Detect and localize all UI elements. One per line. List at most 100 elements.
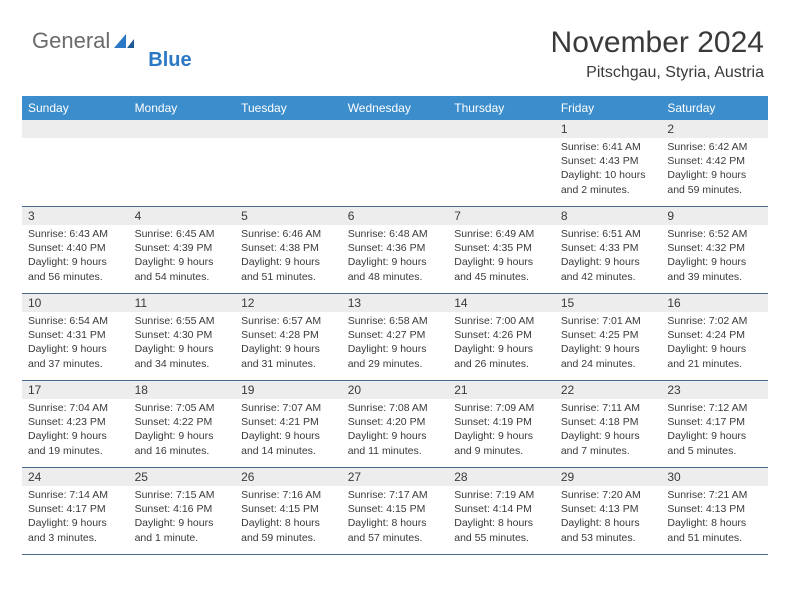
- daynum: 6: [342, 207, 449, 225]
- day-info: Sunrise: 7:11 AMSunset: 4:18 PMDaylight:…: [555, 399, 662, 461]
- daynum: 11: [129, 294, 236, 312]
- daynum-empty: [129, 120, 236, 138]
- day-cell: 20Sunrise: 7:08 AMSunset: 4:20 PMDayligh…: [342, 381, 449, 468]
- daynum: 14: [448, 294, 555, 312]
- day-info: Sunrise: 6:46 AMSunset: 4:38 PMDaylight:…: [235, 225, 342, 287]
- day-cell: 30Sunrise: 7:21 AMSunset: 4:13 PMDayligh…: [661, 468, 768, 555]
- day-header-fri: Friday: [555, 96, 662, 120]
- daynum: 23: [661, 381, 768, 399]
- day-cell: 9Sunrise: 6:52 AMSunset: 4:32 PMDaylight…: [661, 207, 768, 294]
- daynum: 18: [129, 381, 236, 399]
- day-info: Sunrise: 7:16 AMSunset: 4:15 PMDaylight:…: [235, 486, 342, 548]
- day-cell: 29Sunrise: 7:20 AMSunset: 4:13 PMDayligh…: [555, 468, 662, 555]
- day-info: Sunrise: 6:52 AMSunset: 4:32 PMDaylight:…: [661, 225, 768, 287]
- day-info: Sunrise: 7:12 AMSunset: 4:17 PMDaylight:…: [661, 399, 768, 461]
- day-info: Sunrise: 7:04 AMSunset: 4:23 PMDaylight:…: [22, 399, 129, 461]
- day-cell: 19Sunrise: 7:07 AMSunset: 4:21 PMDayligh…: [235, 381, 342, 468]
- day-info: Sunrise: 7:19 AMSunset: 4:14 PMDaylight:…: [448, 486, 555, 548]
- daynum: 13: [342, 294, 449, 312]
- day-cell: 3Sunrise: 6:43 AMSunset: 4:40 PMDaylight…: [22, 207, 129, 294]
- calendar-page: General Blue November 2024 Pitschgau, St…: [0, 0, 792, 573]
- daynum: 7: [448, 207, 555, 225]
- daynum: 17: [22, 381, 129, 399]
- day-header-mon: Monday: [129, 96, 236, 120]
- day-info: Sunrise: 7:02 AMSunset: 4:24 PMDaylight:…: [661, 312, 768, 374]
- day-cell: 11Sunrise: 6:55 AMSunset: 4:30 PMDayligh…: [129, 294, 236, 381]
- daynum: 15: [555, 294, 662, 312]
- day-info: Sunrise: 6:58 AMSunset: 4:27 PMDaylight:…: [342, 312, 449, 374]
- day-info: Sunrise: 7:17 AMSunset: 4:15 PMDaylight:…: [342, 486, 449, 548]
- logo-general-text: General: [32, 28, 110, 54]
- daynum: 26: [235, 468, 342, 486]
- daynum: 29: [555, 468, 662, 486]
- daynum: 12: [235, 294, 342, 312]
- week-row: 10Sunrise: 6:54 AMSunset: 4:31 PMDayligh…: [22, 294, 768, 381]
- day-cell: 15Sunrise: 7:01 AMSunset: 4:25 PMDayligh…: [555, 294, 662, 381]
- day-cell: 10Sunrise: 6:54 AMSunset: 4:31 PMDayligh…: [22, 294, 129, 381]
- day-cell: 8Sunrise: 6:51 AMSunset: 4:33 PMDaylight…: [555, 207, 662, 294]
- day-info: Sunrise: 7:21 AMSunset: 4:13 PMDaylight:…: [661, 486, 768, 548]
- daynum: 21: [448, 381, 555, 399]
- daynum: 30: [661, 468, 768, 486]
- day-cell: [235, 120, 342, 207]
- day-info: Sunrise: 6:41 AMSunset: 4:43 PMDaylight:…: [555, 138, 662, 200]
- daynum-empty: [448, 120, 555, 138]
- day-cell: 12Sunrise: 6:57 AMSunset: 4:28 PMDayligh…: [235, 294, 342, 381]
- day-header-thu: Thursday: [448, 96, 555, 120]
- day-info: Sunrise: 7:08 AMSunset: 4:20 PMDaylight:…: [342, 399, 449, 461]
- day-cell: 28Sunrise: 7:19 AMSunset: 4:14 PMDayligh…: [448, 468, 555, 555]
- daynum: 22: [555, 381, 662, 399]
- week-row: 1Sunrise: 6:41 AMSunset: 4:43 PMDaylight…: [22, 120, 768, 207]
- daynum: 10: [22, 294, 129, 312]
- week-row: 17Sunrise: 7:04 AMSunset: 4:23 PMDayligh…: [22, 381, 768, 468]
- day-info: Sunrise: 7:20 AMSunset: 4:13 PMDaylight:…: [555, 486, 662, 548]
- location-text: Pitschgau, Styria, Austria: [551, 64, 764, 82]
- day-info: Sunrise: 7:07 AMSunset: 4:21 PMDaylight:…: [235, 399, 342, 461]
- daynum: 8: [555, 207, 662, 225]
- day-cell: 5Sunrise: 6:46 AMSunset: 4:38 PMDaylight…: [235, 207, 342, 294]
- day-header-tue: Tuesday: [235, 96, 342, 120]
- day-cell: 25Sunrise: 7:15 AMSunset: 4:16 PMDayligh…: [129, 468, 236, 555]
- week-row: 3Sunrise: 6:43 AMSunset: 4:40 PMDaylight…: [22, 207, 768, 294]
- month-title: November 2024: [551, 26, 764, 60]
- daynum: 4: [129, 207, 236, 225]
- day-cell: [22, 120, 129, 207]
- week-row: 24Sunrise: 7:14 AMSunset: 4:17 PMDayligh…: [22, 468, 768, 555]
- day-info: Sunrise: 6:42 AMSunset: 4:42 PMDaylight:…: [661, 138, 768, 200]
- header-right: November 2024 Pitschgau, Styria, Austria: [551, 26, 764, 82]
- day-cell: [342, 120, 449, 207]
- daynum-empty: [22, 120, 129, 138]
- logo-shape-icon: [114, 34, 136, 55]
- day-cell: 1Sunrise: 6:41 AMSunset: 4:43 PMDaylight…: [555, 120, 662, 207]
- daynum: 5: [235, 207, 342, 225]
- day-cell: 2Sunrise: 6:42 AMSunset: 4:42 PMDaylight…: [661, 120, 768, 207]
- calendar-thead: Sunday Monday Tuesday Wednesday Thursday…: [22, 96, 768, 120]
- calendar-table: Sunday Monday Tuesday Wednesday Thursday…: [22, 96, 768, 555]
- day-info: Sunrise: 6:49 AMSunset: 4:35 PMDaylight:…: [448, 225, 555, 287]
- day-cell: [448, 120, 555, 207]
- daynum-empty: [342, 120, 449, 138]
- day-header-row: Sunday Monday Tuesday Wednesday Thursday…: [22, 96, 768, 120]
- daynum-empty: [235, 120, 342, 138]
- daynum: 27: [342, 468, 449, 486]
- daynum: 24: [22, 468, 129, 486]
- day-cell: 17Sunrise: 7:04 AMSunset: 4:23 PMDayligh…: [22, 381, 129, 468]
- day-cell: 16Sunrise: 7:02 AMSunset: 4:24 PMDayligh…: [661, 294, 768, 381]
- day-info: Sunrise: 6:45 AMSunset: 4:39 PMDaylight:…: [129, 225, 236, 287]
- day-header-sun: Sunday: [22, 96, 129, 120]
- day-info: Sunrise: 6:54 AMSunset: 4:31 PMDaylight:…: [22, 312, 129, 374]
- day-info: Sunrise: 6:57 AMSunset: 4:28 PMDaylight:…: [235, 312, 342, 374]
- day-cell: 7Sunrise: 6:49 AMSunset: 4:35 PMDaylight…: [448, 207, 555, 294]
- day-cell: [129, 120, 236, 207]
- day-cell: 18Sunrise: 7:05 AMSunset: 4:22 PMDayligh…: [129, 381, 236, 468]
- daynum: 2: [661, 120, 768, 138]
- day-info: Sunrise: 6:43 AMSunset: 4:40 PMDaylight:…: [22, 225, 129, 287]
- logo-blue-text: Blue: [148, 49, 191, 72]
- day-info: Sunrise: 7:15 AMSunset: 4:16 PMDaylight:…: [129, 486, 236, 548]
- daynum: 3: [22, 207, 129, 225]
- day-header-wed: Wednesday: [342, 96, 449, 120]
- day-cell: 22Sunrise: 7:11 AMSunset: 4:18 PMDayligh…: [555, 381, 662, 468]
- day-info: Sunrise: 7:00 AMSunset: 4:26 PMDaylight:…: [448, 312, 555, 374]
- day-info: Sunrise: 6:51 AMSunset: 4:33 PMDaylight:…: [555, 225, 662, 287]
- day-cell: 4Sunrise: 6:45 AMSunset: 4:39 PMDaylight…: [129, 207, 236, 294]
